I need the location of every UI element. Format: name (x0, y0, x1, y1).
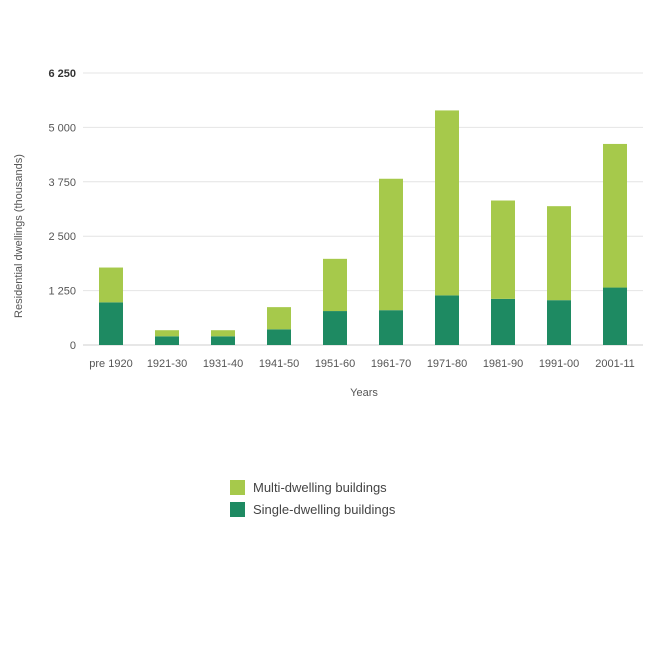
bar-segment (267, 329, 291, 345)
bar-segment (323, 258, 347, 312)
y-axis-title: Residential dwellings (thousands) (13, 154, 25, 318)
x-tick-label: 1921-30 (147, 358, 187, 370)
legend-swatch-multi (230, 479, 245, 495)
y-tick-label: 2 500 (48, 231, 76, 243)
bar-segment (547, 300, 571, 345)
x-tick-label: pre 1920 (89, 358, 132, 370)
x-tick-label: 1971-80 (427, 358, 467, 370)
bar-segment (491, 200, 515, 299)
bar-segment (211, 336, 235, 345)
bar-segment (379, 178, 403, 311)
bar-segment (155, 330, 179, 337)
x-axis-title: Years (350, 387, 378, 399)
y-tick-label: 1 250 (48, 286, 76, 298)
bar-segment (379, 310, 403, 345)
y-tick-label: 3 750 (48, 177, 76, 189)
legend: Multi-dwelling buildings Single-dwelling… (230, 476, 395, 520)
x-tick-label: 1991-00 (539, 358, 579, 370)
y-tick-label: 6 250 (48, 68, 76, 80)
bar-segment (603, 143, 627, 288)
bar-segment (267, 307, 291, 330)
x-tick-label: 1941-50 (259, 358, 299, 370)
x-tick-label: 1931-40 (203, 358, 243, 370)
x-axis-ticks: pre 1920 1921-30 1931-40 1941-50 1951-60 1961… (89, 358, 635, 370)
bar-segment (155, 336, 179, 345)
legend-label-multi: Multi-dwelling buildings (253, 479, 387, 495)
x-tick-label: 1981-90 (483, 358, 523, 370)
bar-segment (323, 311, 347, 345)
legend-label-single: Single-dwelling buildings (253, 501, 396, 517)
bar-segment (547, 206, 571, 301)
bar-segment (211, 330, 235, 337)
bars (99, 110, 627, 345)
bar-segment (603, 287, 627, 345)
bar-segment (435, 110, 459, 296)
y-axis-ticks: 0 1 250 2 500 3 750 5 000 6 250 (48, 68, 76, 352)
bar-segment (491, 298, 515, 345)
y-tick-label: 5 000 (48, 122, 76, 134)
x-tick-label: 1951-60 (315, 358, 355, 370)
y-tick-label: 0 (70, 340, 76, 352)
bar-segment (99, 302, 123, 345)
bar-segment (435, 295, 459, 345)
x-tick-label: 1961-70 (371, 358, 411, 370)
x-tick-label: 2001-11 (595, 358, 635, 370)
legend-item-multi: Multi-dwelling buildings (230, 476, 395, 498)
bar-segment (99, 267, 123, 303)
legend-swatch-single (230, 501, 245, 517)
legend-item-single: Single-dwelling buildings (230, 498, 395, 520)
